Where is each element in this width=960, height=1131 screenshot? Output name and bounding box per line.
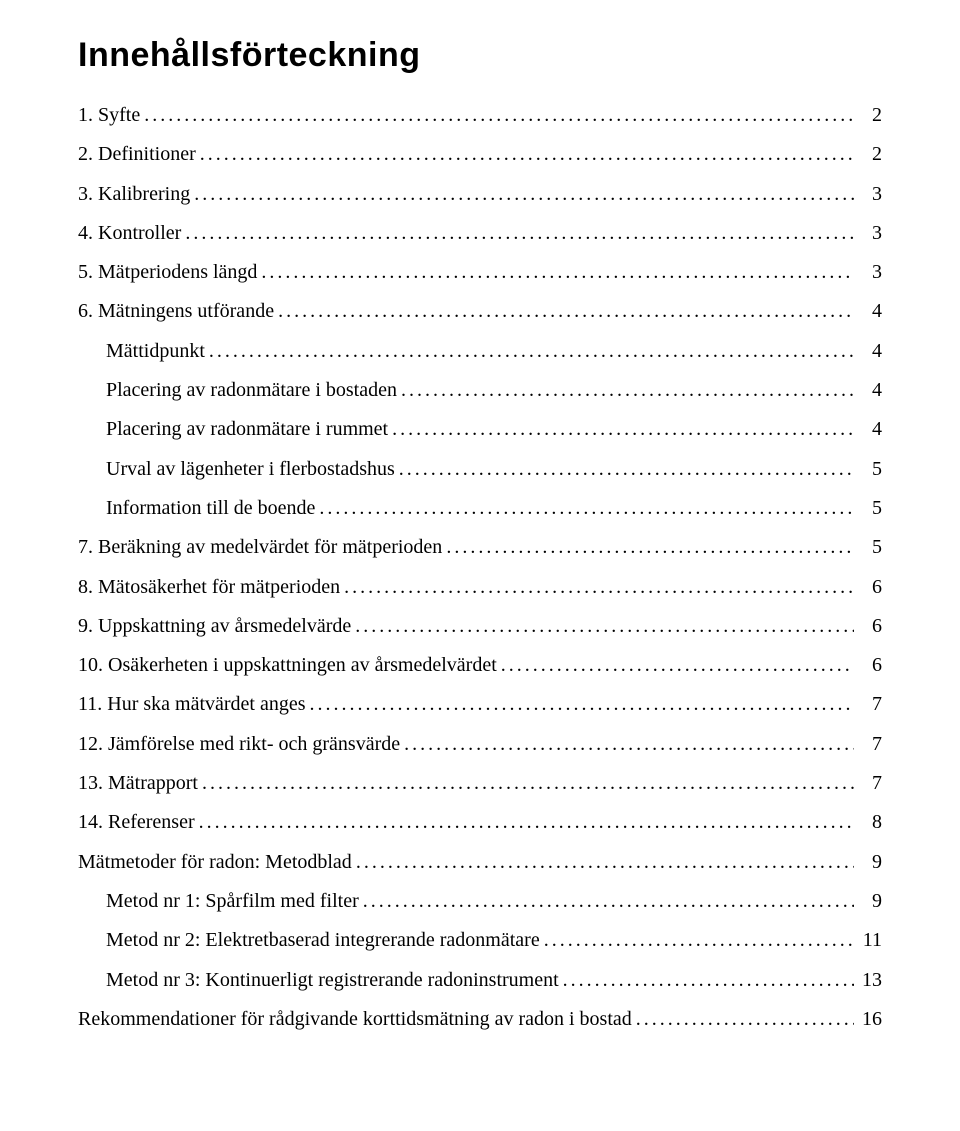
toc-leader-dots [446,537,854,557]
toc-entry-label: 1. Syfte [78,105,140,125]
toc-entry-page: 4 [858,419,882,439]
toc-row: Urval av lägenheter i flerbostadshus 5 [78,459,882,479]
toc-entry-label: Metod nr 3: Kontinuerligt registrerande … [106,970,559,990]
toc-row: Metod nr 2: Elektretbaserad integrerande… [78,930,882,950]
toc-entry-page: 8 [858,812,882,832]
toc-leader-dots [209,341,854,361]
toc-entry-page: 3 [858,262,882,282]
toc-entry-label: Placering av radonmätare i bostaden [106,380,397,400]
toc-entry-label: Rekommendationer för rådgivande korttids… [78,1009,632,1029]
toc-row: 4. Kontroller 3 [78,223,882,243]
toc-entry-label: 2. Definitioner [78,144,196,164]
toc-entry-label: Metod nr 2: Elektretbaserad integrerande… [106,930,540,950]
toc-entry-label: 14. Referenser [78,812,195,832]
toc-entry-page: 9 [858,891,882,911]
toc-leader-dots [399,459,854,479]
toc-entry-label: 3. Kalibrering [78,184,190,204]
toc-row: 7. Beräkning av medelvärdet för mätperio… [78,537,882,557]
toc-row: Mättidpunkt 4 [78,341,882,361]
toc-leader-dots [185,223,854,243]
toc-entry-page: 5 [858,498,882,518]
toc-row: Metod nr 1: Spårfilm med filter 9 [78,891,882,911]
toc-entry-page: 4 [858,341,882,361]
toc-list: 1. Syfte22. Definitioner23. Kalibrering3… [78,105,882,1029]
toc-entry-page: 6 [858,577,882,597]
toc-row: Placering av radonmätare i rummet 4 [78,419,882,439]
toc-entry-page: 7 [858,773,882,793]
toc-leader-dots [355,616,854,636]
toc-leader-dots [501,655,854,675]
toc-row: Placering av radonmätare i bostaden 4 [78,380,882,400]
toc-leader-dots [344,577,854,597]
toc-entry-page: 5 [858,537,882,557]
toc-entry-label: Information till de boende [106,498,315,518]
toc-row: 1. Syfte 2 [78,105,882,125]
toc-row: 10. Osäkerheten i uppskattningen av årsm… [78,655,882,675]
document-page: Innehållsförteckning 1. Syfte22. Definit… [0,0,960,1131]
toc-entry-label: 5. Mätperiodens längd [78,262,257,282]
toc-entry-page: 6 [858,616,882,636]
toc-entry-page: 4 [858,301,882,321]
toc-leader-dots [310,694,854,714]
toc-leader-dots [404,734,854,754]
toc-row: 12. Jämförelse med rikt- och gränsvärde 7 [78,734,882,754]
toc-leader-dots [278,301,854,321]
toc-row: 2. Definitioner 2 [78,144,882,164]
toc-leader-dots [199,812,854,832]
toc-entry-label: 9. Uppskattning av årsmedelvärde [78,616,351,636]
toc-entry-page: 9 [858,852,882,872]
toc-leader-dots [356,852,854,872]
toc-leader-dots [401,380,854,400]
toc-row: Metod nr 3: Kontinuerligt registrerande … [78,970,882,990]
toc-leader-dots [563,970,854,990]
toc-row: 14. Referenser 8 [78,812,882,832]
toc-leader-dots [392,419,854,439]
toc-row: 6. Mätningens utförande 4 [78,301,882,321]
toc-leader-dots [200,144,854,164]
toc-leader-dots [194,184,854,204]
toc-leader-dots [636,1009,854,1029]
toc-row: 13. Mätrapport 7 [78,773,882,793]
toc-entry-page: 3 [858,184,882,204]
toc-row: Information till de boende 5 [78,498,882,518]
toc-entry-page: 13 [858,970,882,990]
toc-row: 11. Hur ska mätvärdet anges 7 [78,694,882,714]
toc-leader-dots [202,773,854,793]
toc-entry-page: 6 [858,655,882,675]
toc-row: Rekommendationer för rådgivande korttids… [78,1009,882,1029]
toc-leader-dots [363,891,854,911]
toc-title: Innehållsförteckning [78,36,882,75]
toc-entry-label: 11. Hur ska mätvärdet anges [78,694,306,714]
toc-entry-page: 11 [858,930,882,950]
toc-entry-label: 6. Mätningens utförande [78,301,274,321]
toc-leader-dots [544,930,854,950]
toc-entry-label: 10. Osäkerheten i uppskattningen av årsm… [78,655,497,675]
toc-entry-page: 16 [858,1009,882,1029]
toc-row: 9. Uppskattning av årsmedelvärde 6 [78,616,882,636]
toc-leader-dots [144,105,854,125]
toc-entry-label: Mätmetoder för radon: Metodblad [78,852,352,872]
toc-leader-dots [319,498,854,518]
toc-entry-page: 7 [858,734,882,754]
toc-row: 8. Mätosäkerhet för mätperioden 6 [78,577,882,597]
toc-entry-label: Mättidpunkt [106,341,205,361]
toc-entry-label: Metod nr 1: Spårfilm med filter [106,891,359,911]
toc-entry-label: Urval av lägenheter i flerbostadshus [106,459,395,479]
toc-row: 3. Kalibrering 3 [78,184,882,204]
toc-entry-label: 4. Kontroller [78,223,181,243]
toc-entry-page: 2 [858,105,882,125]
toc-row: 5. Mätperiodens längd 3 [78,262,882,282]
toc-entry-label: 7. Beräkning av medelvärdet för mätperio… [78,537,442,557]
toc-entry-label: 8. Mätosäkerhet för mätperioden [78,577,340,597]
toc-entry-page: 3 [858,223,882,243]
toc-entry-page: 2 [858,144,882,164]
toc-entry-label: 12. Jämförelse med rikt- och gränsvärde [78,734,400,754]
toc-row: Mätmetoder för radon: Metodblad 9 [78,852,882,872]
toc-entry-page: 7 [858,694,882,714]
toc-entry-label: 13. Mätrapport [78,773,198,793]
toc-entry-page: 4 [858,380,882,400]
toc-leader-dots [261,262,854,282]
toc-entry-label: Placering av radonmätare i rummet [106,419,388,439]
toc-entry-page: 5 [858,459,882,479]
